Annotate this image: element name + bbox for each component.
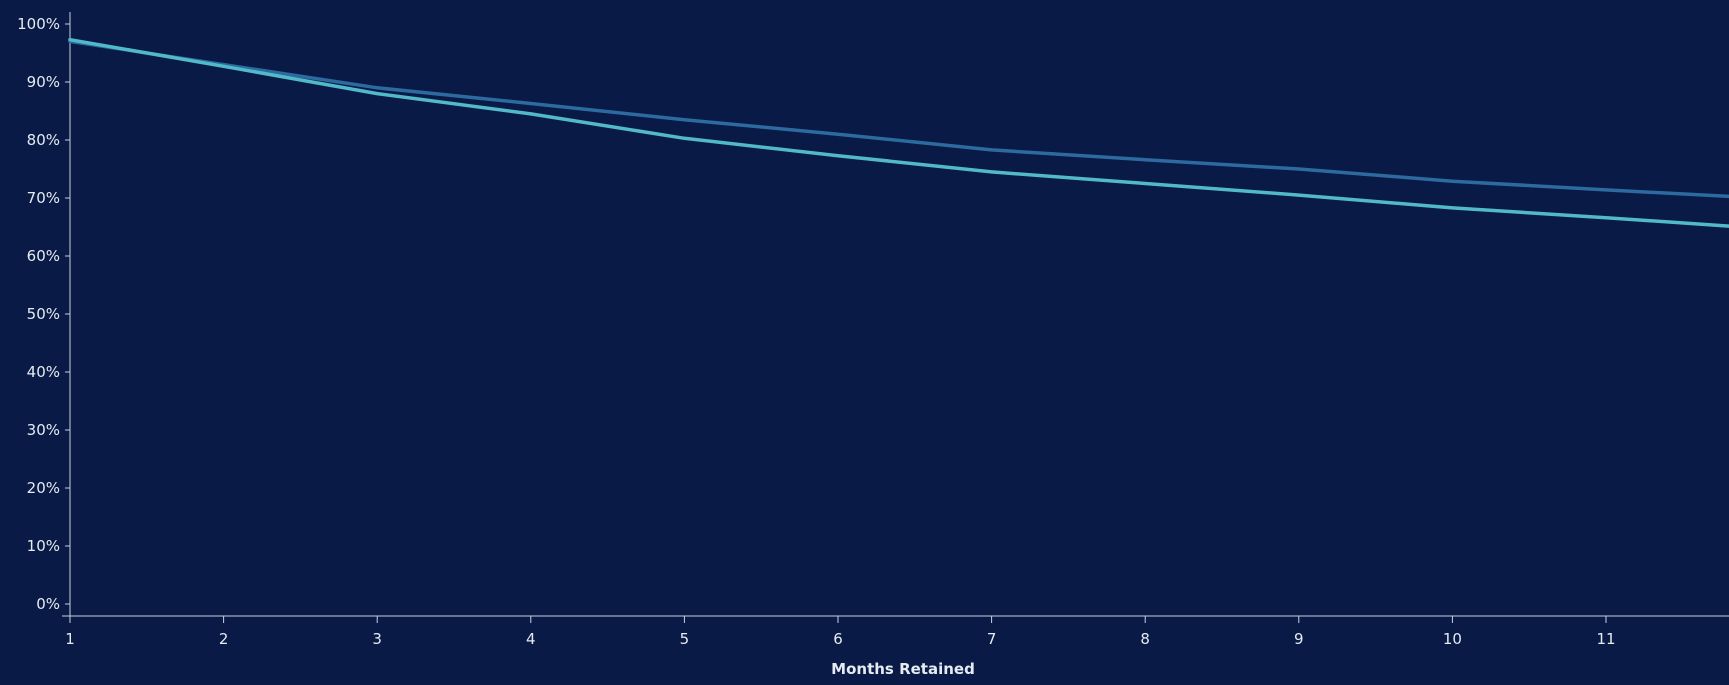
x-tick-label: 9	[1294, 630, 1304, 648]
x-tick-label: 4	[526, 630, 536, 648]
x-tick-label: 6	[833, 630, 843, 648]
x-tick-label: 11	[1596, 630, 1615, 648]
x-tick-label: 8	[1140, 630, 1150, 648]
y-tick-label: 30%	[27, 421, 60, 439]
y-axis: 0% 10% 20% 30% 40% 50% 60% 70% 80% 90% 100%	[17, 12, 71, 616]
y-tick-label: 10%	[27, 537, 60, 555]
series-line-print	[68, 39, 1729, 199]
x-axis: 123456789101112	[62, 615, 1729, 648]
y-tick-label: 80%	[27, 131, 60, 149]
y-tick-label: 60%	[27, 247, 60, 265]
x-tick-label: 3	[372, 630, 382, 648]
series-lines	[68, 37, 1729, 228]
x-tick-label: 1	[65, 630, 75, 648]
y-tick-label: 70%	[27, 189, 60, 207]
x-tick-label: 7	[987, 630, 997, 648]
x-tick-label: 10	[1443, 630, 1462, 648]
y-tick-label: 0%	[36, 595, 60, 613]
y-tick-label: 90%	[27, 73, 60, 91]
x-tick-label: 5	[680, 630, 690, 648]
y-tick-label: 20%	[27, 479, 60, 497]
y-tick-label: 40%	[27, 363, 60, 381]
series-line-digital	[68, 37, 1729, 228]
y-tick-label: 50%	[27, 305, 60, 323]
x-tick-label: 2	[219, 630, 229, 648]
y-tick-label: 100%	[17, 15, 60, 33]
x-axis-title: Months Retained	[831, 660, 975, 678]
